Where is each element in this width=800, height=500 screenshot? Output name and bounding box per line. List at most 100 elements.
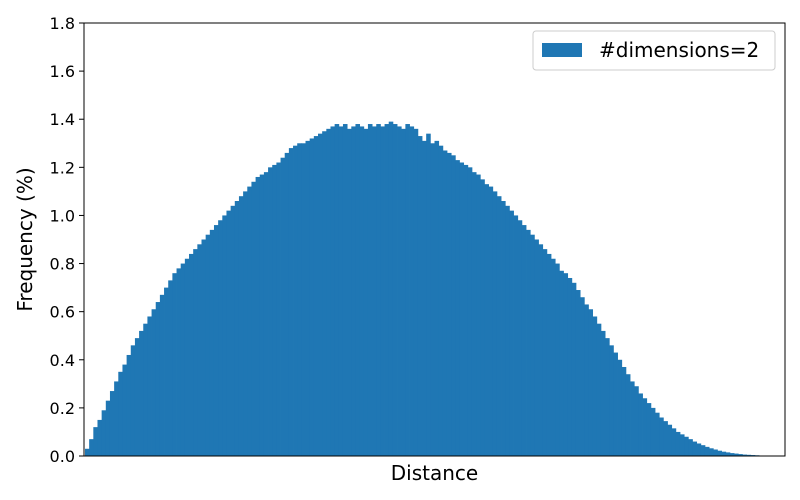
histogram-bar bbox=[488, 186, 494, 456]
histogram-bar bbox=[575, 290, 581, 456]
histogram-bar bbox=[226, 210, 232, 456]
histogram-bar bbox=[255, 176, 261, 456]
y-tick-label: 1.2 bbox=[50, 158, 75, 177]
histogram-bar bbox=[659, 417, 664, 456]
histogram-bar bbox=[93, 427, 98, 456]
histogram-bar bbox=[409, 126, 415, 456]
histogram-bar bbox=[526, 229, 531, 456]
histogram-bar bbox=[272, 164, 277, 456]
histogram-bar bbox=[284, 152, 290, 456]
histogram-bar bbox=[451, 155, 456, 456]
histogram-bar bbox=[201, 239, 207, 456]
histogram-bar bbox=[213, 225, 219, 456]
histogram-bar bbox=[114, 381, 119, 456]
histogram-bar bbox=[467, 167, 473, 456]
histogram-bar bbox=[305, 140, 311, 456]
histogram-bar bbox=[313, 136, 319, 456]
histogram-bar bbox=[293, 145, 298, 456]
histogram-bar bbox=[717, 450, 722, 456]
histogram-bar bbox=[401, 128, 406, 456]
histogram-bar bbox=[205, 234, 211, 456]
histogram-bar bbox=[667, 424, 673, 456]
histogram-bar bbox=[347, 128, 352, 456]
legend-swatch bbox=[542, 43, 582, 57]
histogram-bar bbox=[471, 172, 477, 456]
histogram-bar bbox=[530, 234, 535, 456]
histogram-bar bbox=[501, 201, 506, 456]
histogram-bar bbox=[476, 174, 481, 457]
histogram-bar bbox=[546, 253, 552, 456]
histogram-bar bbox=[176, 268, 182, 456]
histogram-bar bbox=[621, 366, 627, 456]
histogram-bar bbox=[334, 124, 340, 456]
plot-frame bbox=[83, 22, 786, 457]
histogram-bar bbox=[734, 453, 739, 456]
histogram-bar bbox=[180, 263, 186, 456]
histogram-bar bbox=[742, 454, 747, 456]
y-tick-label: 0.8 bbox=[50, 255, 75, 274]
histogram-bar bbox=[263, 172, 269, 456]
histogram-bar bbox=[388, 121, 394, 456]
histogram-bar bbox=[372, 126, 377, 456]
histogram-bar bbox=[105, 400, 111, 456]
histogram-bar bbox=[139, 330, 144, 456]
histogram-bar bbox=[605, 338, 610, 456]
histogram-bar bbox=[247, 186, 252, 456]
histogram-bar bbox=[555, 263, 560, 456]
histogram-bar bbox=[326, 128, 331, 456]
histogram-bar bbox=[417, 136, 423, 456]
histogram-bar bbox=[134, 338, 140, 456]
histogram-bar bbox=[725, 452, 731, 456]
histogram-bar bbox=[126, 354, 132, 456]
histogram-bar bbox=[521, 225, 527, 456]
histogram-bar bbox=[276, 162, 281, 456]
histogram-bar bbox=[671, 428, 677, 456]
histogram-bar bbox=[380, 126, 385, 456]
histogram-bar bbox=[288, 148, 294, 456]
histogram-bar bbox=[318, 133, 323, 456]
histogram-bar bbox=[422, 140, 427, 456]
histogram-bar bbox=[438, 145, 444, 456]
histogram-bar bbox=[446, 152, 452, 456]
histogram-bar bbox=[322, 131, 327, 456]
histogram-bar bbox=[338, 126, 344, 456]
histogram-bar bbox=[97, 419, 103, 456]
histogram-bar bbox=[634, 386, 639, 456]
histogram-bar bbox=[222, 215, 227, 456]
histogram-bar bbox=[89, 439, 94, 456]
histogram-bar bbox=[567, 277, 573, 456]
histogram-bar bbox=[384, 124, 390, 456]
histogram-bar bbox=[459, 162, 465, 456]
histogram-bar bbox=[172, 273, 177, 456]
histogram-bar bbox=[159, 294, 165, 456]
histogram-bar bbox=[109, 391, 115, 456]
histogram-bar bbox=[413, 128, 419, 456]
histogram-bar bbox=[542, 249, 548, 456]
histogram-bar bbox=[596, 323, 602, 456]
histogram-bar bbox=[646, 403, 652, 456]
histogram-bar bbox=[517, 220, 523, 456]
histogram-bar bbox=[563, 273, 569, 456]
histogram-bar bbox=[692, 441, 698, 456]
y-tick-label: 1.6 bbox=[50, 62, 75, 81]
histogram-bar bbox=[234, 201, 240, 456]
histogram-bar bbox=[613, 352, 618, 456]
histogram-bar bbox=[584, 304, 589, 456]
histogram-bar bbox=[746, 454, 752, 456]
histogram-bar bbox=[617, 359, 623, 456]
histogram-bar bbox=[559, 270, 564, 456]
histogram-bar bbox=[655, 412, 660, 456]
histogram-bar bbox=[376, 124, 381, 456]
histogram-bar bbox=[496, 196, 502, 456]
histogram-bar bbox=[189, 253, 194, 456]
histogram-bar bbox=[713, 449, 718, 456]
histogram-bars bbox=[85, 121, 785, 457]
histogram-bar bbox=[268, 167, 273, 456]
histogram-bar bbox=[151, 309, 157, 456]
histogram-bar bbox=[164, 287, 169, 456]
y-tick-label: 0.4 bbox=[50, 351, 75, 370]
histogram-bar bbox=[330, 126, 336, 456]
histogram-bar bbox=[297, 143, 302, 456]
histogram-bar bbox=[638, 393, 643, 456]
histogram-bar bbox=[484, 184, 489, 457]
